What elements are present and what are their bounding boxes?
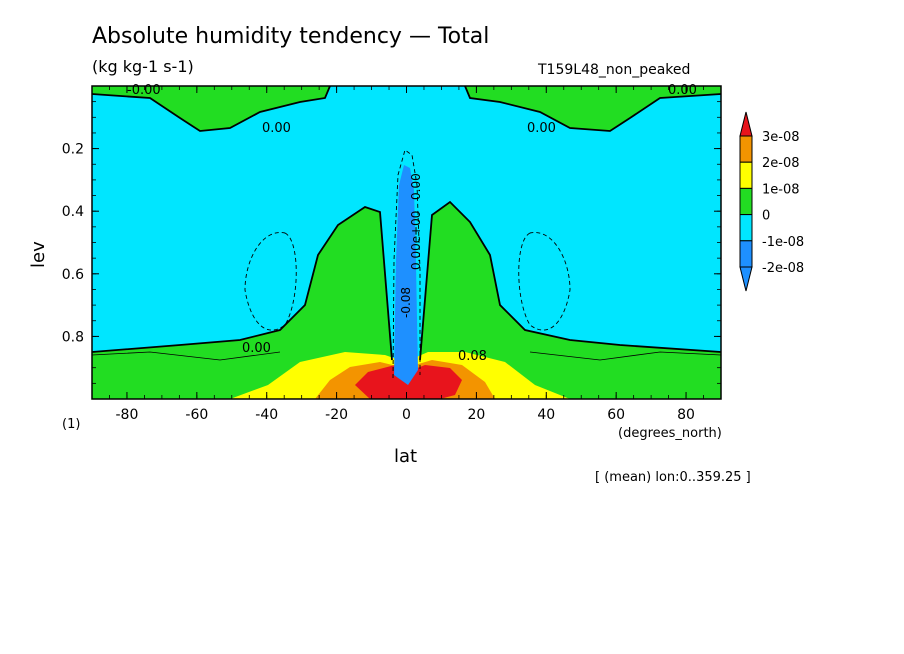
colorbar-label: -1e-08 [762, 235, 804, 250]
field-lower-troposphere [92, 202, 721, 399]
x-axis: -80 -60 -40 -20 0 20 40 60 80 [91, 86, 722, 423]
y-tick-label: 0.2 [62, 142, 84, 158]
x-tick-label: 0 [402, 407, 411, 423]
contour-dashed-updraft [392, 149, 421, 379]
colorbar-bottom-arrow [739, 266, 753, 292]
contour-lower-thin [92, 351, 721, 361]
x-tick-label: 60 [607, 407, 625, 423]
contour-label: 0.00 [409, 173, 423, 200]
contour-zero-lower [92, 200, 721, 361]
contour-label: 0.00e+00 [409, 211, 423, 270]
y-tick-label: 0.6 [62, 267, 84, 283]
x-tick-label: 80 [677, 407, 695, 423]
x-tick-label: -60 [185, 407, 208, 423]
colorbar-label: 1e-08 [762, 182, 800, 197]
contour-label: 0.00 [242, 341, 271, 356]
x-tick-label: -40 [255, 407, 278, 423]
colorbar-segment [739, 161, 753, 189]
y-tick-label: 0.4 [62, 204, 84, 220]
chart-title: Absolute humidity tendency — Total [92, 24, 490, 49]
contour-label: 0.00 [262, 121, 291, 136]
field-stratosphere-left [92, 86, 330, 131]
page-number: (1) [62, 417, 81, 432]
colorbar-label: 3e-08 [762, 130, 800, 145]
colorbar-segment [739, 135, 753, 163]
chart-units: (kg kg-1 s-1) [92, 57, 194, 76]
contour-label: -0.08 [399, 287, 413, 318]
contour-label: 0.08 [458, 349, 487, 364]
x-tick-label: -20 [325, 407, 348, 423]
colorbar-label: -2e-08 [762, 261, 804, 276]
plot-field [92, 86, 721, 399]
y-axis: 0.2 0.4 0.6 0.8 [62, 101, 721, 384]
colorbar-top-arrow [739, 111, 753, 137]
x-tick-label: -80 [116, 407, 139, 423]
y-tick-label: 0.8 [62, 329, 84, 345]
colorbar-segment [739, 187, 753, 216]
field-stratosphere-right [465, 86, 721, 131]
colorbar-label: 2e-08 [762, 156, 800, 171]
x-axis-units: (degrees_north) [618, 426, 722, 441]
x-tick-label: 40 [537, 407, 555, 423]
averaging-note: [ (mean) lon:0..359.25 ] [595, 470, 751, 485]
colorbar-label: 0 [762, 209, 770, 224]
field-equatorial-blue [394, 165, 418, 385]
run-label: T159L48_non_peaked [538, 62, 691, 78]
x-tick-label: 20 [467, 407, 485, 423]
colorbar-segment [739, 214, 753, 242]
contour-dashed-right-cell [518, 232, 571, 331]
contour-upper-left [92, 86, 331, 132]
x-axis-label: lat [394, 446, 418, 467]
colorbar: 3e-08 2e-08 1e-08 0 -1e-08 -2e-08 [739, 111, 804, 292]
contour-upper-right [464, 86, 721, 132]
contour-dashed-left-cell [244, 232, 297, 331]
contour-label: 0.00 [527, 121, 556, 136]
colorbar-segment [739, 240, 753, 268]
